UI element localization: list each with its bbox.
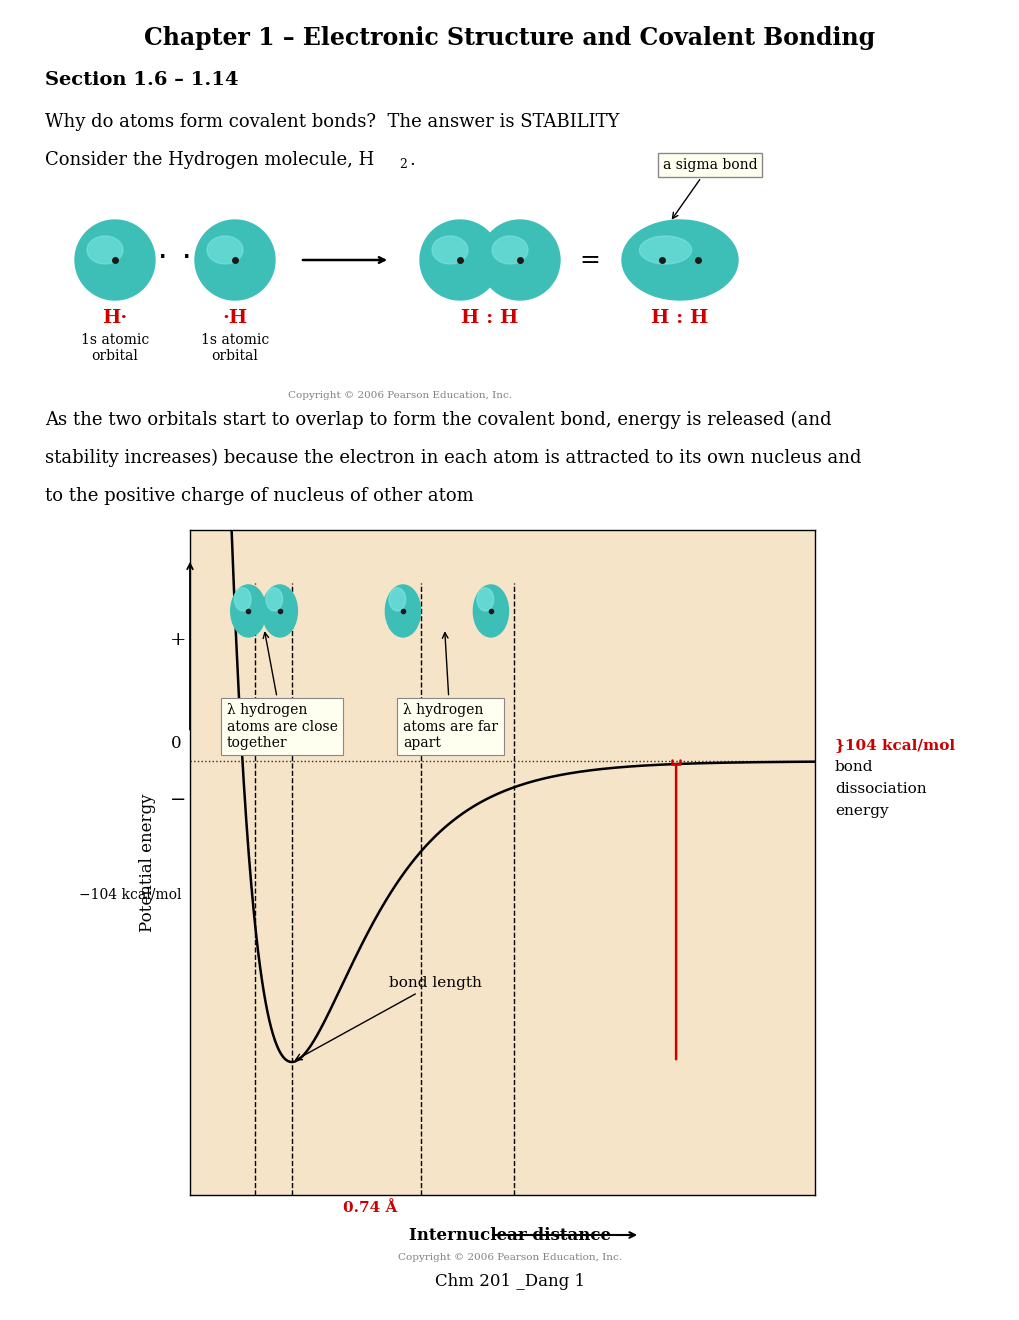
Ellipse shape — [388, 587, 406, 611]
Text: Chapter 1 – Electronic Structure and Covalent Bonding: Chapter 1 – Electronic Structure and Cov… — [145, 26, 874, 50]
Ellipse shape — [195, 220, 275, 300]
Text: 1s atomic: 1s atomic — [81, 333, 149, 347]
Ellipse shape — [230, 585, 266, 638]
Text: Section 1.6 – 1.14: Section 1.6 – 1.14 — [45, 71, 238, 88]
Text: ·H: ·H — [222, 309, 248, 327]
Text: ·: · — [182, 248, 191, 268]
Text: −: − — [169, 791, 186, 809]
Text: +: + — [169, 631, 186, 649]
Text: dissociation: dissociation — [835, 781, 925, 796]
Text: λ hydrogen
atoms are far
apart: λ hydrogen atoms are far apart — [403, 632, 497, 750]
Text: As the two orbitals start to overlap to form the covalent bond, energy is releas: As the two orbitals start to overlap to … — [45, 411, 830, 429]
Text: =: = — [579, 248, 600, 272]
Text: 0: 0 — [171, 735, 181, 752]
Ellipse shape — [639, 236, 691, 264]
Ellipse shape — [207, 236, 243, 264]
Ellipse shape — [87, 236, 123, 264]
Ellipse shape — [385, 585, 420, 638]
Ellipse shape — [473, 585, 508, 638]
Ellipse shape — [622, 220, 738, 300]
Text: orbital: orbital — [92, 348, 139, 363]
Text: stability increases) because the electron in each atom is attracted to its own n: stability increases) because the electro… — [45, 449, 861, 467]
Text: ·: · — [159, 248, 166, 268]
Ellipse shape — [266, 587, 282, 611]
Text: Why do atoms form covalent bonds?  The answer is STABILITY: Why do atoms form covalent bonds? The an… — [45, 114, 619, 131]
Text: −104 kcal/mol: −104 kcal/mol — [79, 888, 181, 902]
Text: H·: H· — [102, 309, 127, 327]
Ellipse shape — [262, 585, 298, 638]
Text: }104 kcal/mol: }104 kcal/mol — [835, 738, 954, 752]
Text: to the positive charge of nucleus of other atom: to the positive charge of nucleus of oth… — [45, 487, 473, 506]
Ellipse shape — [491, 236, 528, 264]
Text: 1s atomic: 1s atomic — [201, 333, 269, 347]
Text: energy: energy — [835, 804, 888, 818]
Text: 2: 2 — [398, 158, 407, 172]
Text: Copyright © 2006 Pearson Education, Inc.: Copyright © 2006 Pearson Education, Inc. — [287, 391, 512, 400]
Text: H : H: H : H — [461, 309, 519, 327]
Text: Internuclear distance: Internuclear distance — [409, 1226, 610, 1243]
Text: Chm 201 _Dang 1: Chm 201 _Dang 1 — [434, 1274, 585, 1291]
Ellipse shape — [480, 220, 559, 300]
Ellipse shape — [75, 220, 155, 300]
Text: Potential energy: Potential energy — [140, 793, 156, 932]
Text: bond length: bond length — [296, 975, 481, 1060]
Text: H : H: H : H — [651, 309, 708, 327]
Text: λ hydrogen
atoms are close
together: λ hydrogen atoms are close together — [227, 632, 337, 750]
Text: orbital: orbital — [211, 348, 258, 363]
Ellipse shape — [420, 220, 499, 300]
Text: 0.74 Å: 0.74 Å — [342, 1201, 396, 1214]
Text: .: . — [409, 150, 415, 169]
Text: bond: bond — [835, 760, 872, 774]
Text: Consider the Hydrogen molecule, H: Consider the Hydrogen molecule, H — [45, 150, 374, 169]
Ellipse shape — [234, 587, 251, 611]
Ellipse shape — [432, 236, 468, 264]
Text: Copyright © 2006 Pearson Education, Inc.: Copyright © 2006 Pearson Education, Inc. — [397, 1254, 622, 1262]
Ellipse shape — [477, 587, 493, 611]
Text: a sigma bond: a sigma bond — [662, 158, 756, 218]
